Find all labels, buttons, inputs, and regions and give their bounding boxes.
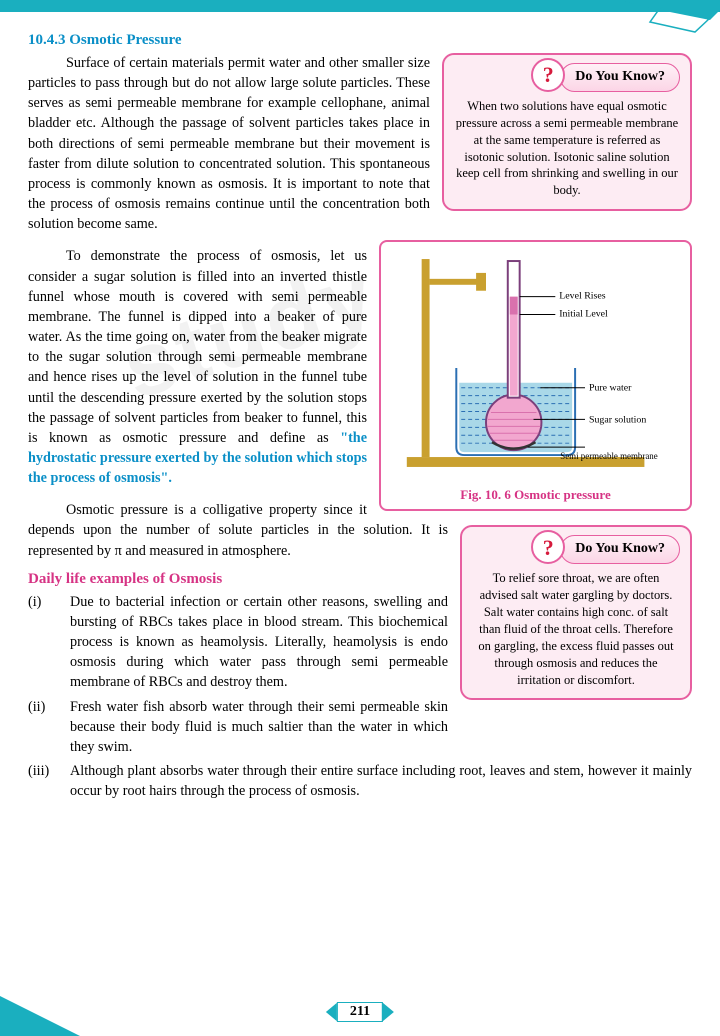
- figure-caption: Fig. 10. 6 Osmotic pressure: [387, 487, 684, 503]
- label-pure-water: Pure water: [589, 383, 632, 394]
- know-text-1: When two solutions have equal osmotic pr…: [454, 98, 680, 199]
- page-number-wrap: 211: [326, 1002, 394, 1022]
- tri-right-icon: [382, 1002, 394, 1022]
- figure-box: Level Rises Initial Level Pure water Sug…: [379, 240, 692, 511]
- list-txt-1: Due to bacterial infection or certain ot…: [70, 592, 448, 693]
- bottom-corner-decor: [0, 996, 80, 1036]
- label-level-rises: Level Rises: [559, 291, 606, 302]
- para2-text: To demonstrate the process of osmosis, l…: [28, 248, 367, 445]
- know-header-2: ? Do You Know?: [560, 535, 680, 564]
- list-txt-3: Although plant absorbs water through the…: [70, 761, 692, 801]
- know-box-1: ? Do You Know? When two solutions have e…: [442, 53, 692, 211]
- section-title: 10.4.3 Osmotic Pressure: [28, 32, 692, 49]
- know-text-2: To relief sore throat, we are often advi…: [472, 570, 680, 688]
- list-item: (iii) Although plant absorbs water throu…: [28, 761, 692, 801]
- know-title-1: Do You Know?: [575, 69, 665, 84]
- list-item: (i) Due to bacterial infection or certai…: [28, 592, 448, 693]
- osmosis-diagram: Level Rises Initial Level Pure water Sug…: [387, 248, 684, 478]
- list-txt-2: Fresh water fish absorb water through th…: [70, 697, 448, 757]
- question-icon: ?: [531, 530, 565, 564]
- list-item: (ii) Fresh water fish absorb water throu…: [28, 697, 448, 757]
- know-header-1: ? Do You Know?: [560, 63, 680, 92]
- list-num-1: (i): [28, 592, 70, 693]
- list-num-3: (iii): [28, 761, 70, 801]
- label-membrane: Semi permeable membrane: [560, 451, 657, 461]
- label-sugar-solution: Sugar solution: [589, 415, 646, 426]
- page-number: 211: [337, 1002, 383, 1022]
- page-content: 10.4.3 Osmotic Pressure ? Do You Know? W…: [0, 12, 720, 811]
- know-title-2: Do You Know?: [575, 541, 665, 556]
- know-box-2: ? Do You Know? To relief sore throat, we…: [460, 525, 692, 700]
- label-initial-level: Initial Level: [559, 309, 608, 320]
- list-num-2: (ii): [28, 697, 70, 757]
- question-icon: ?: [531, 58, 565, 92]
